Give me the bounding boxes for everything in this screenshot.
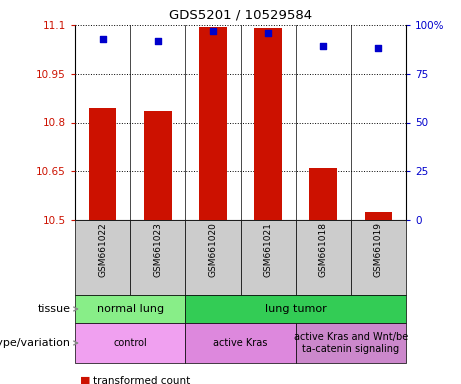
Bar — [185, 220, 241, 295]
Text: GSM661019: GSM661019 — [374, 222, 383, 277]
Bar — [351, 220, 406, 295]
Bar — [296, 220, 351, 295]
Bar — [75, 323, 185, 363]
Bar — [309, 168, 337, 220]
Bar — [130, 220, 185, 295]
Text: transformed count: transformed count — [94, 376, 191, 384]
Point — [209, 28, 217, 34]
Bar — [75, 220, 130, 295]
Point — [319, 43, 327, 50]
Bar — [185, 323, 296, 363]
Text: GSM661022: GSM661022 — [98, 222, 107, 277]
Bar — [185, 295, 406, 323]
Text: tissue: tissue — [37, 304, 71, 314]
Bar — [241, 220, 296, 295]
Text: GSM661023: GSM661023 — [153, 222, 162, 277]
Text: active Kras: active Kras — [213, 338, 268, 348]
Text: GSM661018: GSM661018 — [319, 222, 328, 277]
Bar — [296, 323, 406, 363]
Text: control: control — [113, 338, 147, 348]
Point — [265, 30, 272, 36]
Text: active Kras and Wnt/be
ta-catenin signaling: active Kras and Wnt/be ta-catenin signal… — [294, 332, 408, 354]
Bar — [199, 26, 227, 220]
Text: ■: ■ — [80, 376, 90, 384]
Text: lung tumor: lung tumor — [265, 304, 326, 314]
Bar — [144, 111, 171, 220]
Text: genotype/variation: genotype/variation — [0, 338, 71, 348]
Title: GDS5201 / 10529584: GDS5201 / 10529584 — [169, 8, 312, 21]
Bar — [89, 108, 116, 220]
Bar — [75, 295, 185, 323]
Text: GSM661020: GSM661020 — [208, 222, 218, 277]
Text: normal lung: normal lung — [97, 304, 164, 314]
Bar — [254, 28, 282, 220]
Text: GSM661021: GSM661021 — [264, 222, 272, 277]
Point — [99, 36, 106, 42]
Point — [154, 38, 161, 44]
Point — [375, 45, 382, 51]
Bar — [365, 212, 392, 220]
